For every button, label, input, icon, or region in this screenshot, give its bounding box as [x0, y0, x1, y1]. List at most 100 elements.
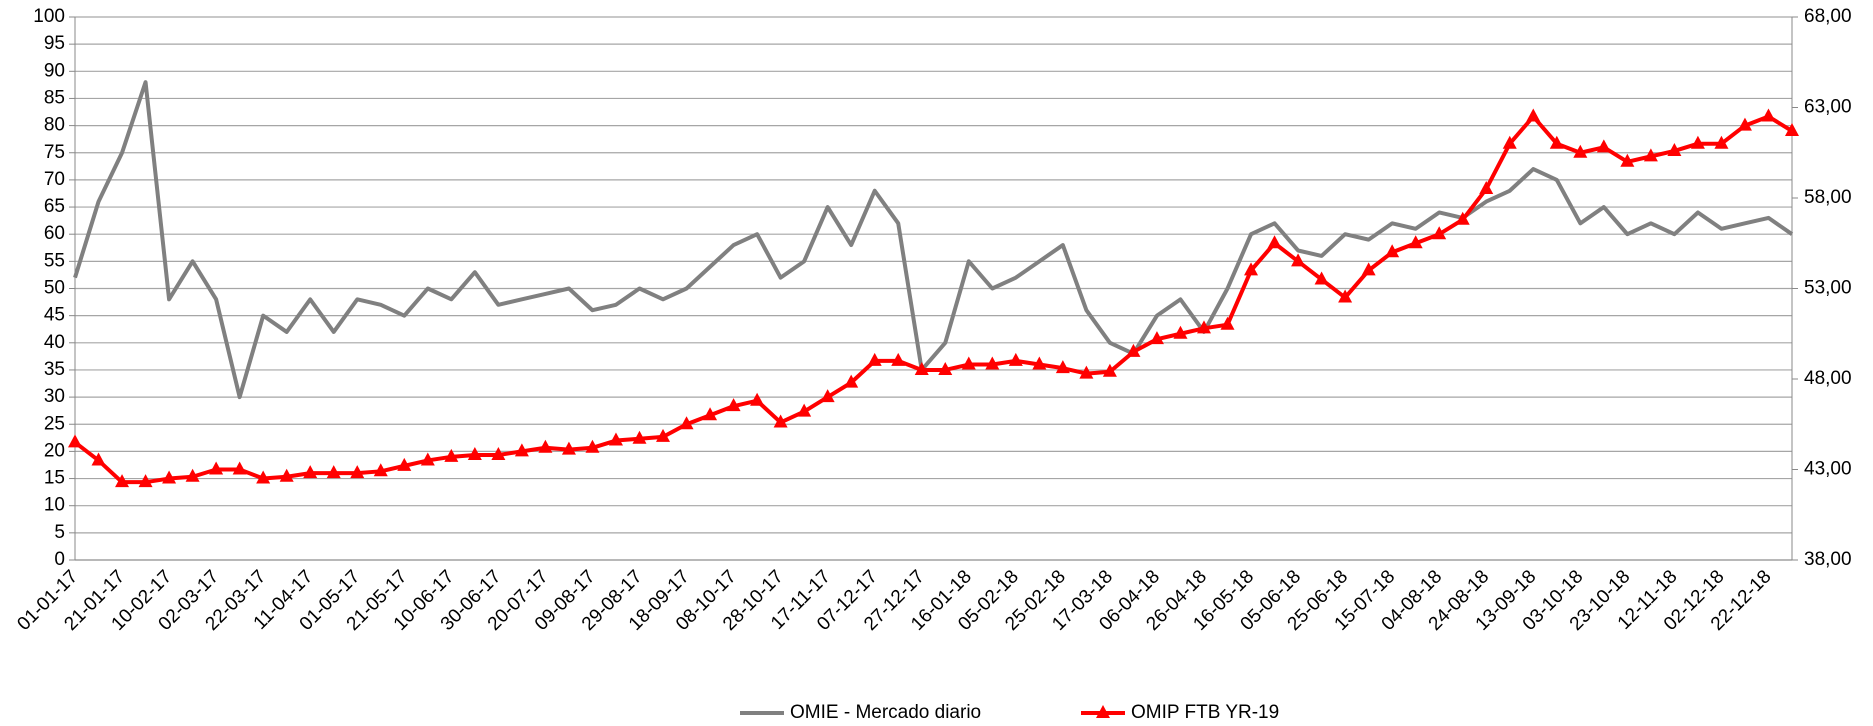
- marker: [444, 448, 459, 462]
- y-tick-label: 55: [44, 250, 65, 271]
- marker: [1079, 365, 1094, 379]
- y-tick-label: 80: [44, 115, 65, 136]
- marker: [1526, 108, 1541, 122]
- y2-tick-label: 63,00: [1804, 97, 1852, 118]
- marker: [938, 361, 953, 375]
- y-tick-label: 85: [44, 87, 65, 108]
- y2-tick-label: 68,00: [1804, 6, 1852, 27]
- marker: [1196, 320, 1211, 334]
- marker: [1643, 148, 1658, 162]
- marker: [1291, 253, 1306, 267]
- marker: [750, 392, 765, 406]
- marker: [538, 439, 553, 453]
- marker: [891, 352, 906, 366]
- marker: [1220, 316, 1235, 330]
- marker: [1126, 343, 1141, 357]
- legend-label: OMIP FTB YR-19: [1131, 702, 1279, 723]
- marker: [585, 439, 600, 453]
- marker: [1549, 135, 1564, 149]
- y-tick-label: 35: [44, 359, 65, 380]
- legend-label: OMIE - Mercado diario: [790, 702, 981, 723]
- marker: [1455, 211, 1470, 225]
- marker: [397, 457, 412, 471]
- marker: [656, 428, 671, 442]
- marker: [844, 374, 859, 388]
- y-tick-label: 100: [33, 6, 65, 27]
- marker: [914, 361, 929, 375]
- y-tick-label: 40: [44, 332, 65, 353]
- marker: [1408, 235, 1423, 249]
- marker: [726, 398, 741, 412]
- legend-marker: [1096, 705, 1110, 718]
- marker: [703, 407, 718, 421]
- y-tick-label: 60: [44, 223, 65, 244]
- marker: [985, 356, 1000, 370]
- marker: [138, 474, 153, 488]
- marker: [1690, 135, 1705, 149]
- marker: [1785, 123, 1799, 137]
- marker: [1479, 180, 1494, 194]
- marker: [1385, 244, 1400, 258]
- marker: [350, 465, 365, 479]
- series-line: [73, 80, 1794, 400]
- y2-tick-label: 53,00: [1804, 278, 1852, 299]
- y-tick-label: 75: [44, 142, 65, 163]
- marker: [491, 447, 506, 461]
- y2-tick-label: 48,00: [1804, 368, 1852, 389]
- marker: [1667, 142, 1682, 156]
- y-tick-label: 65: [44, 196, 65, 217]
- y-tick-label: 10: [44, 495, 65, 516]
- marker: [115, 474, 130, 488]
- y2-tick-label: 43,00: [1804, 459, 1852, 480]
- y-tick-label: 0: [54, 549, 65, 570]
- marker: [679, 416, 694, 430]
- y-tick-label: 95: [44, 33, 65, 54]
- y-tick-label: 50: [44, 278, 65, 299]
- marker: [1055, 360, 1070, 374]
- marker: [1267, 235, 1282, 249]
- marker: [326, 465, 341, 479]
- marker: [91, 452, 106, 466]
- marker: [1008, 352, 1023, 366]
- marker: [961, 356, 976, 370]
- marker: [561, 441, 576, 455]
- marker: [1338, 289, 1353, 303]
- marker: [1102, 363, 1117, 377]
- marker: [279, 468, 294, 482]
- marker: [1432, 226, 1447, 240]
- marker: [1244, 262, 1259, 276]
- y-tick-label: 90: [44, 60, 65, 81]
- marker: [1596, 139, 1611, 153]
- marker: [303, 465, 318, 479]
- marker: [632, 430, 647, 444]
- y-tick-label: 30: [44, 386, 65, 407]
- marker: [1149, 331, 1164, 345]
- marker: [420, 452, 435, 466]
- marker: [608, 432, 623, 446]
- marker: [209, 461, 224, 475]
- marker: [820, 389, 835, 403]
- marker: [232, 461, 247, 475]
- marker: [797, 403, 812, 417]
- y-tick-label: 15: [44, 468, 65, 489]
- marker: [1314, 271, 1329, 285]
- marker: [467, 447, 482, 461]
- marker: [773, 414, 788, 428]
- marker: [1173, 325, 1188, 339]
- marker: [1737, 117, 1752, 131]
- marker: [1573, 144, 1588, 158]
- marker: [256, 470, 271, 484]
- marker: [1032, 356, 1047, 370]
- marker: [373, 463, 388, 477]
- marker: [162, 470, 177, 484]
- y2-tick-label: 38,00: [1804, 549, 1852, 570]
- marker: [1361, 262, 1376, 276]
- marker: [867, 352, 882, 366]
- y2-tick-label: 58,00: [1804, 187, 1852, 208]
- marker: [68, 434, 82, 448]
- y-tick-label: 45: [44, 305, 65, 326]
- marker: [1620, 153, 1635, 167]
- marker: [1761, 108, 1776, 122]
- y-tick-label: 25: [44, 413, 65, 434]
